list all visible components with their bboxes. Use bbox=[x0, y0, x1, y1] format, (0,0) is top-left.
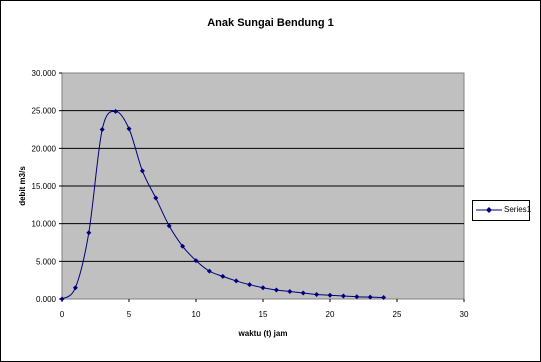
data-point bbox=[220, 273, 226, 279]
data-point bbox=[86, 230, 92, 236]
data-point bbox=[314, 291, 320, 297]
x-tick-label: 5 bbox=[127, 310, 132, 319]
data-point bbox=[273, 287, 279, 293]
data-point bbox=[287, 288, 293, 294]
x-axis: 0 5 10 15 20 25 30 bbox=[60, 299, 469, 319]
data-point bbox=[340, 293, 346, 299]
y-tick-label: 10.000 bbox=[32, 220, 57, 229]
x-tick-label: 10 bbox=[192, 310, 201, 319]
grid-lines bbox=[62, 110, 464, 262]
data-point bbox=[153, 195, 159, 201]
data-point bbox=[139, 168, 145, 174]
data-point bbox=[367, 294, 373, 300]
data-point bbox=[260, 285, 266, 291]
x-tick-label: 20 bbox=[326, 310, 335, 319]
data-point bbox=[166, 223, 172, 229]
y-tick-label: 30.000 bbox=[32, 69, 57, 78]
legend-entry-series1: Series1 bbox=[504, 205, 532, 214]
y-tick-label: 5.000 bbox=[36, 257, 57, 266]
data-point bbox=[180, 243, 186, 249]
data-point bbox=[113, 108, 119, 114]
y-axis: 0.000 5.000 10.000 15.000 20.000 25.000 30.000 bbox=[32, 69, 62, 304]
x-axis-label: waktu (t) jam bbox=[238, 329, 288, 338]
y-tick-label: 25.000 bbox=[32, 107, 57, 116]
data-point bbox=[247, 282, 253, 288]
legend: Series1 bbox=[472, 200, 532, 221]
data-point bbox=[300, 290, 306, 296]
data-point bbox=[126, 126, 132, 132]
series1-points bbox=[59, 108, 387, 302]
y-axis-label: debit m3/s bbox=[18, 166, 27, 206]
data-point bbox=[327, 292, 333, 298]
data-point bbox=[381, 294, 387, 300]
x-tick-label: 30 bbox=[460, 310, 469, 319]
data-point bbox=[72, 285, 78, 291]
x-tick-label: 25 bbox=[393, 310, 402, 319]
data-point bbox=[59, 296, 65, 302]
y-tick-label: 20.000 bbox=[32, 144, 57, 153]
chart-title: Anak Sungai Bendung 1 bbox=[207, 17, 334, 29]
x-tick-label: 0 bbox=[60, 310, 65, 319]
y-tick-label: 15.000 bbox=[32, 182, 57, 191]
data-point bbox=[206, 268, 212, 274]
data-point bbox=[99, 127, 105, 132]
legend-marker-icon bbox=[476, 207, 502, 213]
data-point bbox=[354, 294, 360, 300]
x-tick-label: 15 bbox=[259, 310, 268, 319]
y-tick-label: 0.000 bbox=[36, 295, 57, 304]
data-point bbox=[193, 258, 199, 264]
data-point bbox=[233, 278, 239, 284]
